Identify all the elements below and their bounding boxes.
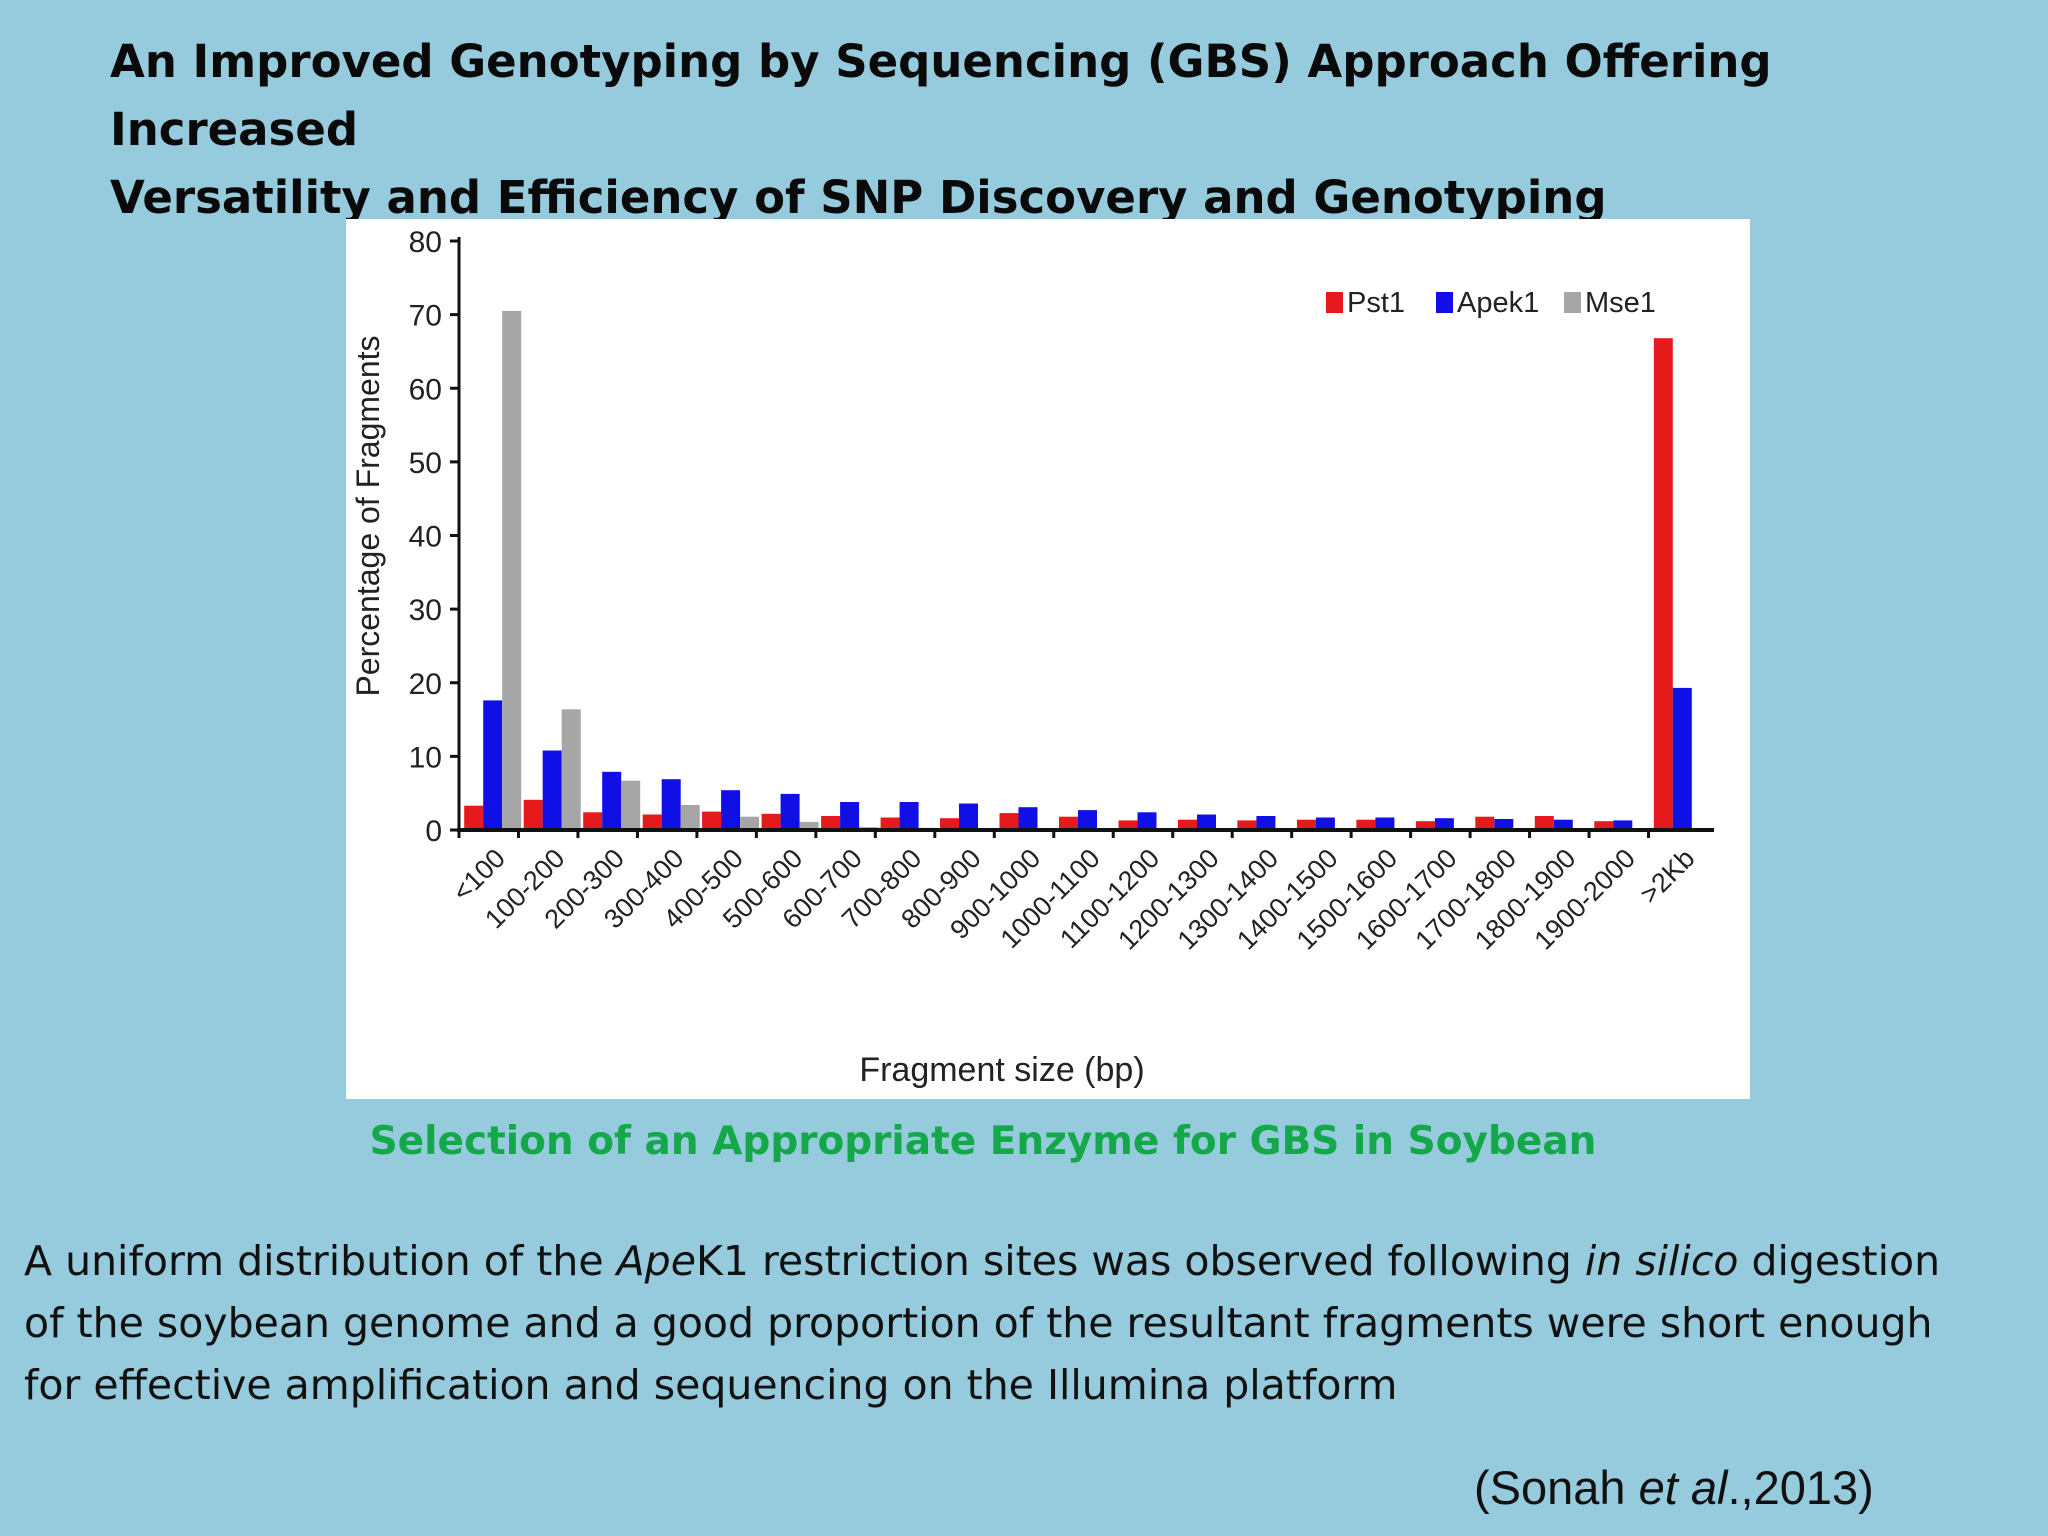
- bar-apek1-7: [899, 802, 919, 830]
- bar-apek1-10: [1078, 810, 1097, 830]
- bar-apek1-4: [721, 790, 741, 830]
- bar-pst1-9: [999, 813, 1019, 830]
- bar-pst1-13: [1237, 820, 1257, 830]
- bar-pst1-12: [1178, 819, 1197, 830]
- body-line-segment: of the soybean genome and a good proport…: [24, 1299, 1933, 1347]
- body-line-segment: in silico: [1584, 1237, 1739, 1285]
- body-line-segment: for effective amplification and sequenci…: [24, 1361, 1398, 1409]
- legend-label-apek1: Apek1: [1457, 287, 1539, 319]
- bars-layer: [464, 310, 1711, 830]
- citation: (Sonah et al.,2013): [1474, 1456, 1954, 1520]
- bar-apek1-13: [1256, 816, 1276, 830]
- bar-apek1-11: [1137, 812, 1157, 830]
- body-line: A uniform distribution of the ApeK1 rest…: [24, 1230, 2014, 1292]
- legend-swatch-mse1: [1564, 292, 1581, 313]
- y-tick-label: 20: [409, 668, 442, 701]
- bar-mse1-4: [740, 816, 760, 830]
- legend: Pst1 Apek1 Mse1: [1326, 287, 1656, 319]
- figure-caption: Selection of an Appropriate Enzyme for G…: [369, 1119, 1597, 1164]
- bar-apek1-18: [1553, 819, 1573, 830]
- bar-pst1-8: [940, 818, 959, 830]
- axes-layer: [457, 237, 1714, 832]
- bar-mse1-3: [680, 805, 700, 830]
- bar-mse1-5: [799, 821, 819, 830]
- bar-apek1-8: [959, 803, 978, 830]
- bar-apek1-12: [1197, 814, 1216, 830]
- bar-apek1-19: [1613, 820, 1633, 830]
- bar-pst1-10: [1059, 816, 1078, 830]
- bar-apek1-1: [542, 750, 562, 830]
- y-tick-label: 80: [409, 226, 442, 259]
- bar-apek1-17: [1494, 819, 1514, 830]
- bar-apek1-16: [1434, 818, 1454, 830]
- y-tick-label: 30: [409, 594, 442, 627]
- y-axis-label: Percentage of Fragments: [350, 335, 386, 696]
- body-line-segment: A uniform distribution of the: [24, 1237, 617, 1285]
- citation-segment: et al: [1638, 1461, 1728, 1514]
- bar-chart-panel: 0 10 20 30 40 50 60 70 80 <100 100-200 200-300 300-…: [346, 219, 1750, 1099]
- legend-swatch-apek1: [1436, 292, 1453, 313]
- legend-swatch-pst1: [1326, 292, 1343, 313]
- slide-title-line-2: Versatility and Efficiency of SNP Discov…: [110, 171, 1607, 224]
- bar-apek1-2: [602, 771, 622, 830]
- bar-pst1-19: [1594, 821, 1614, 830]
- bar-pst1-17: [1475, 816, 1495, 830]
- y-tick-label: 40: [409, 521, 442, 554]
- bar-mse1-0: [502, 310, 522, 830]
- bar-apek1-0: [483, 700, 503, 830]
- bar-apek1-9: [1018, 807, 1038, 830]
- body-line: for effective amplification and sequenci…: [24, 1354, 2014, 1416]
- bar-mse1-1: [561, 709, 581, 830]
- body-line-segment: Ape: [616, 1237, 696, 1285]
- body-line-segment: K1 restriction sites was observed follow…: [695, 1237, 1585, 1285]
- bar-pst1-2: [583, 812, 603, 830]
- citation-segment: (Sonah: [1474, 1461, 1639, 1514]
- bar-pst1-7: [880, 817, 900, 830]
- bar-pst1-3: [642, 814, 662, 830]
- legend-label-pst1: Pst1: [1347, 287, 1405, 319]
- bar-apek1-14: [1315, 817, 1335, 830]
- bar-pst1-0: [464, 805, 484, 830]
- bar-chart: 0 10 20 30 40 50 60 70 80 <100100-200200-300300-…: [350, 226, 1714, 1089]
- bar-apek1-5: [780, 793, 800, 830]
- x-ticks-layer: <100100-200200-300300-400400-500500-6006…: [447, 830, 1701, 956]
- citation-segment: .,2013): [1727, 1461, 1874, 1514]
- y-tick-label: 70: [409, 300, 442, 333]
- bar-pst1-16: [1415, 821, 1435, 830]
- slide-title-line-1: An Improved Genotyping by Sequencing (GB…: [110, 35, 1772, 156]
- y-tick-label: 60: [409, 373, 442, 406]
- y-ticks-layer: 0 10 20 30 40 50 60 70 80: [409, 226, 459, 848]
- body-paragraph: A uniform distribution of the ApeK1 rest…: [24, 1230, 2014, 1416]
- bar-pst1-11: [1118, 820, 1138, 830]
- bar-mse1-2: [621, 780, 641, 830]
- legend-label-mse1: Mse1: [1585, 287, 1656, 319]
- y-tick-label: 0: [425, 815, 442, 848]
- y-tick-label: 10: [409, 741, 442, 774]
- bar-pst1-1: [523, 799, 543, 830]
- x-axis-label: Fragment size (bp): [859, 1051, 1144, 1089]
- bar-pst1-20: [1653, 338, 1673, 830]
- bar-pst1-14: [1296, 819, 1316, 830]
- body-line-segment: digestion: [1738, 1237, 1941, 1285]
- bar-pst1-4: [702, 811, 722, 830]
- bar-apek1-20: [1672, 687, 1692, 830]
- bar-pst1-18: [1534, 816, 1554, 830]
- bar-pst1-6: [821, 816, 841, 830]
- y-tick-label: 50: [409, 447, 442, 480]
- x-tick-label: >2Kb: [1634, 843, 1700, 909]
- bar-pst1-5: [761, 813, 781, 830]
- bar-apek1-3: [661, 779, 681, 830]
- slide-title: An Improved Genotyping by Sequencing (GB…: [110, 28, 1990, 232]
- bar-apek1-6: [840, 802, 860, 830]
- body-line: of the soybean genome and a good proport…: [24, 1292, 2014, 1354]
- bar-apek1-15: [1375, 817, 1395, 830]
- bar-pst1-15: [1356, 819, 1376, 830]
